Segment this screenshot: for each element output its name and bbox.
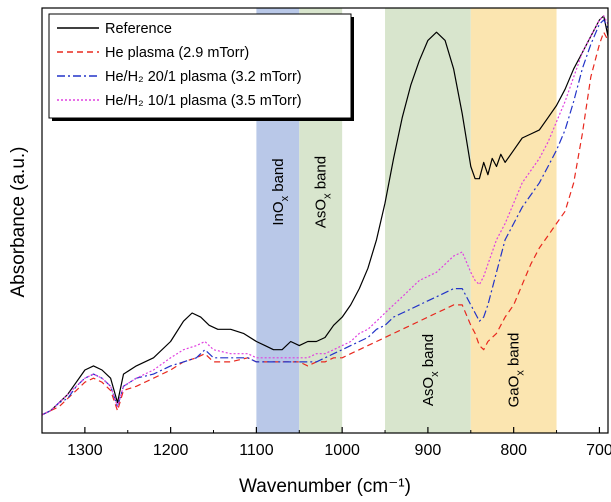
band-label-1: AsOx band [313,156,334,228]
legend-label-3: He/H₂ 10/1 plasma (3.5 mTorr) [105,93,302,109]
band-3 [470,8,557,433]
legend: Reference He plasma (2.9 mTorr) He/H₂ 20/1… [48,13,354,121]
band-label-0: InOx band [270,158,291,225]
band-label-2: AsOx band [420,334,441,406]
series-line-1 [41,31,609,416]
x-tick-label-6: 700 [586,442,611,459]
band-labels: InOx band AsOx band AsOx band GaOx band [270,156,527,407]
band-2 [385,8,471,433]
band-label-3: GaOx band [506,333,527,408]
x-ticks: 1300 1200 1100 1000 900 800 700 [67,427,611,459]
x-tick-label-5: 800 [500,442,527,459]
x-tick-label-0: 1300 [67,442,103,459]
x-tick-label-2: 1100 [239,442,274,459]
series-line-0 [41,15,609,416]
legend-label-1: He plasma (2.9 mTorr) [105,45,249,61]
legend-label-0: Reference [105,21,172,37]
legend-box [48,13,352,119]
x-axis-title: Wavenumber (cm⁻¹) [239,476,411,497]
x-tick-label-4: 900 [415,442,442,459]
x-tick-label-3: 1000 [324,442,360,459]
plot-frame [41,7,609,434]
legend-label-2: He/H₂ 20/1 plasma (3.2 mTorr) [105,69,302,85]
y-axis-title: Absorbance (a.u.) [8,146,29,297]
series-line-2 [41,19,609,416]
x-tick-label-1: 1200 [153,442,189,459]
series-layer [41,15,609,416]
